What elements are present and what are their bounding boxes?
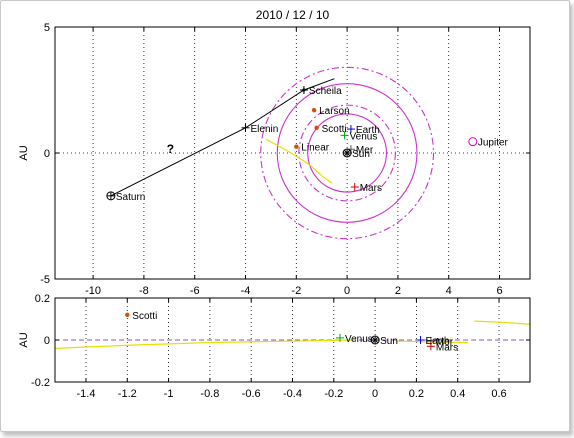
- label-sun: Sun: [380, 336, 398, 347]
- trajectory-line: [110, 78, 335, 197]
- marker-elenin: [241, 123, 250, 132]
- panel2-xtick-label: -1.2: [118, 388, 137, 400]
- label-scotti: Scotti: [132, 311, 157, 322]
- panel1-ytick-label: 0: [44, 148, 50, 160]
- panel1-title: 2010 / 12 / 10: [256, 8, 330, 22]
- orbit-outer-dashed: [260, 66, 435, 240]
- marker-scotti: [314, 125, 319, 130]
- marker-earth: [346, 125, 355, 134]
- panel2-xtick-label: -0.2: [324, 388, 343, 400]
- panel2-xtick-label: -0.8: [200, 388, 219, 400]
- marker-larson: [311, 107, 317, 113]
- panel2-xtick-label: 0.4: [450, 388, 465, 400]
- comet-path-0: [265, 138, 333, 184]
- label-sun: Sun: [352, 149, 370, 160]
- panel2-xtick-label: -0.6: [242, 388, 261, 400]
- marker-earth: [416, 336, 425, 344]
- panel2-xtick-label: 0.2: [409, 388, 424, 400]
- panel2-xtick-label: 0.6: [491, 388, 506, 400]
- panel1-xtick-label: -8: [139, 285, 149, 297]
- panel1-xtick-label: -10: [85, 285, 101, 297]
- marker-linear: [294, 144, 299, 149]
- label-linear: Linear: [301, 143, 329, 154]
- label-scheila: Scheila: [309, 86, 342, 97]
- marker-scotti: [125, 312, 130, 317]
- label-mer: Mer: [436, 337, 454, 348]
- label-venus: Venus: [350, 131, 378, 142]
- panel1-xtick-label: 4: [446, 285, 452, 297]
- panel2-ytick-label: 0.2: [35, 293, 50, 305]
- panel1-xtick-label: -2: [291, 285, 301, 297]
- panel2-xtick-label: -1.4: [76, 388, 95, 400]
- label-larson: Larson: [319, 106, 350, 117]
- marker-saturn: [106, 191, 116, 201]
- panel1-ylabel: AU: [18, 145, 30, 160]
- marker-mars: [426, 342, 435, 351]
- panel2-ylabel: AU: [18, 332, 30, 347]
- panel1-plot-area: [55, 27, 530, 279]
- marker-jupiter: [468, 137, 478, 147]
- comet-path-1: [474, 320, 530, 325]
- panel1-xtick-label: 6: [496, 285, 502, 297]
- panel2-ytick-label: 0: [44, 335, 50, 347]
- marker-sun: [342, 148, 352, 158]
- marker-venus: [336, 333, 344, 342]
- panel2-xtick-label: 0: [372, 388, 378, 400]
- marker-venus: [340, 131, 349, 140]
- panel1-xtick-label: -4: [241, 285, 251, 297]
- label-earth: Earth: [426, 336, 450, 347]
- panel2-xtick-label: -1: [164, 388, 174, 400]
- question-annotation: ?: [167, 142, 174, 156]
- marker-mars: [350, 183, 359, 192]
- label-venus: Venus: [345, 334, 373, 345]
- comet-path-2: [395, 340, 469, 344]
- orbit-inner-solid: [307, 113, 388, 193]
- comet-path-0: [55, 339, 355, 349]
- panel2-ytick-label: -0.2: [31, 377, 50, 389]
- panel2-xtick-label: -0.4: [283, 388, 302, 400]
- panel1-ytick-label: -5: [40, 274, 50, 286]
- marker-scheila: [299, 86, 308, 94]
- panel1-ytick-label: 5: [44, 22, 50, 34]
- panel2-axes: [54, 297, 531, 383]
- panel1-xtick-label: 0: [344, 285, 350, 297]
- label-jupiter: Jupiter: [478, 138, 509, 149]
- label-mer: Mer: [356, 145, 374, 156]
- panel1-axes: [54, 26, 531, 280]
- label-saturn: Saturn: [116, 192, 145, 203]
- label-elenin: Elenin: [251, 124, 279, 135]
- label-scotti: Scotti: [322, 124, 347, 135]
- orbit-inner-dashed: [298, 104, 396, 202]
- panel1-xtick-label: -6: [190, 285, 200, 297]
- label-mars: Mars: [436, 342, 458, 353]
- orbit-middle-solid: [276, 83, 418, 223]
- marker-sun: [370, 335, 380, 345]
- panel1-xtick-label: 2: [395, 285, 401, 297]
- label-mars: Mars: [360, 183, 382, 194]
- label-earth: Earth: [356, 125, 380, 136]
